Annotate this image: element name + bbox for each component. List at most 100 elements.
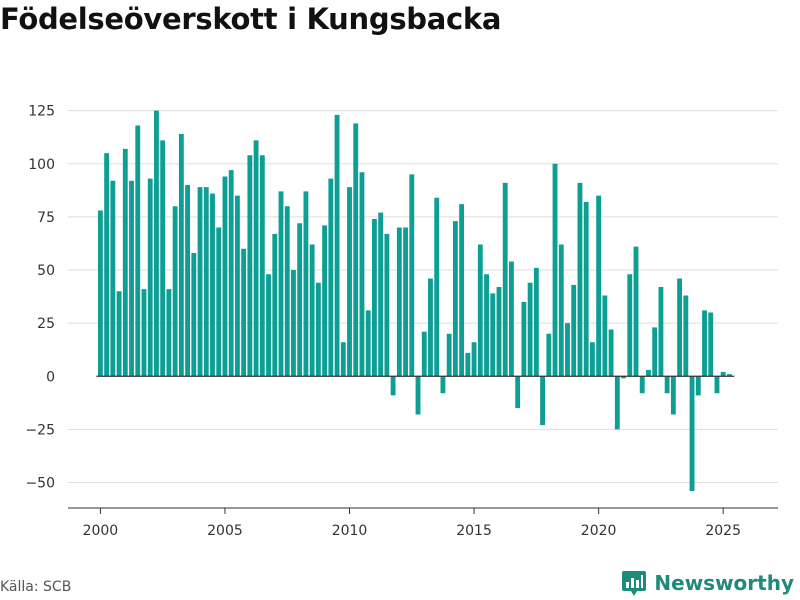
y-tick-label: −50	[25, 476, 55, 492]
bar	[160, 140, 166, 377]
bar	[708, 312, 714, 377]
bar	[110, 180, 116, 377]
bar	[222, 176, 228, 377]
bar	[259, 155, 265, 377]
bar	[309, 244, 315, 377]
source-note: Källa: SCB	[0, 579, 72, 595]
bar	[104, 153, 110, 377]
bar	[477, 244, 483, 377]
y-tick-label: 125	[28, 104, 55, 120]
x-tick-label: 2010	[332, 523, 368, 539]
bar	[496, 287, 502, 377]
bar	[434, 197, 440, 377]
bar	[334, 114, 340, 377]
bar	[340, 342, 346, 377]
bar	[577, 182, 583, 377]
bar	[521, 301, 527, 377]
bar	[533, 267, 539, 377]
bar	[702, 310, 707, 377]
bar	[122, 148, 128, 377]
bar	[639, 376, 645, 394]
newsworthy-icon	[622, 571, 647, 596]
bar	[515, 376, 521, 409]
bar	[646, 369, 651, 377]
bar	[627, 274, 633, 377]
bar	[129, 180, 134, 377]
bar	[452, 221, 458, 377]
bar	[284, 206, 290, 377]
bar	[116, 291, 122, 377]
bar	[720, 372, 726, 377]
bar	[552, 163, 558, 377]
bar	[297, 223, 303, 377]
bar	[210, 193, 215, 377]
axis-layer: −50 −25 0 25 50 75 100 125 2000 2005 2010 2015 2020 2…	[25, 104, 778, 539]
bar	[315, 282, 321, 377]
bar	[589, 342, 595, 377]
bar	[347, 187, 352, 377]
brand-name: Newsworthy	[654, 571, 794, 595]
bar	[141, 289, 147, 377]
bar	[172, 206, 178, 377]
bar	[384, 233, 390, 377]
x-tick-label: 2025	[705, 523, 741, 539]
bar	[147, 178, 153, 377]
bars-layer	[97, 110, 732, 491]
bar	[403, 227, 408, 377]
bar	[658, 287, 664, 377]
bar	[546, 333, 552, 377]
bar	[726, 374, 732, 377]
x-tick-label: 2020	[581, 523, 617, 539]
bar	[558, 244, 564, 377]
bar	[216, 227, 222, 377]
bar	[440, 376, 446, 394]
bar	[695, 376, 701, 396]
bar	[272, 233, 278, 377]
bar	[247, 155, 253, 377]
bar	[509, 261, 514, 377]
bar	[689, 376, 695, 491]
y-tick-label: 100	[28, 157, 55, 173]
bar	[527, 282, 533, 377]
bar	[166, 289, 172, 377]
bar	[670, 376, 676, 415]
bar	[390, 376, 396, 396]
bar	[421, 331, 427, 377]
bar	[291, 270, 296, 377]
bar	[365, 310, 371, 377]
bar	[191, 253, 197, 377]
bar	[97, 210, 103, 377]
chart-title: Födelseöverskott i Kungsbacka	[0, 2, 502, 36]
bar	[502, 182, 508, 377]
y-tick-label: 50	[37, 263, 55, 279]
bar	[571, 284, 577, 377]
y-tick-label: 0	[46, 369, 55, 385]
bar	[322, 225, 328, 377]
bar	[203, 187, 209, 377]
bar	[652, 327, 658, 377]
brand-logo: Newsworthy	[621, 569, 794, 597]
bar	[714, 376, 720, 394]
bar	[446, 333, 452, 377]
bar	[602, 295, 608, 377]
x-tick-label: 2015	[456, 523, 492, 539]
bar	[677, 278, 683, 377]
bar	[415, 376, 421, 415]
bar	[664, 376, 670, 394]
y-tick-label: 25	[37, 316, 55, 332]
bar	[471, 342, 477, 377]
bar	[371, 219, 377, 377]
bar	[353, 123, 359, 377]
bar	[178, 134, 184, 377]
bar	[621, 376, 626, 379]
bar	[490, 293, 496, 377]
bar	[396, 227, 402, 377]
bar	[583, 202, 589, 377]
bar	[608, 329, 614, 377]
bar	[683, 295, 689, 377]
bar	[614, 376, 620, 430]
bar	[459, 204, 465, 377]
bar	[278, 191, 284, 377]
bar	[633, 246, 639, 377]
